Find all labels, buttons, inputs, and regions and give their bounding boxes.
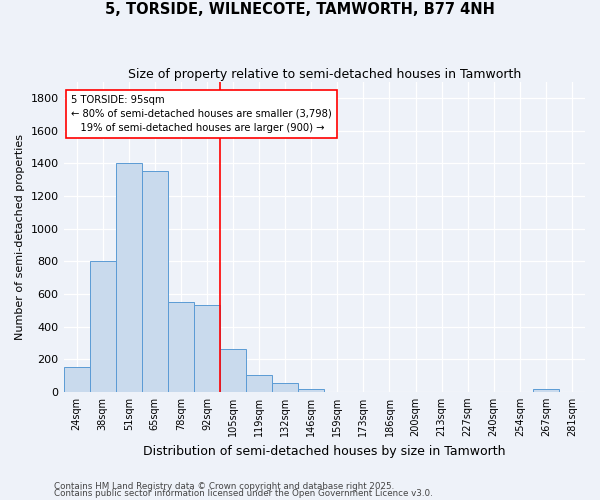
Bar bbox=[142, 172, 168, 392]
Bar bbox=[64, 368, 89, 392]
Bar bbox=[168, 302, 194, 392]
Bar bbox=[116, 164, 142, 392]
Bar bbox=[298, 388, 324, 392]
Y-axis label: Number of semi-detached properties: Number of semi-detached properties bbox=[15, 134, 25, 340]
Text: Contains public sector information licensed under the Open Government Licence v3: Contains public sector information licen… bbox=[54, 490, 433, 498]
Bar bbox=[246, 374, 272, 392]
Text: 5 TORSIDE: 95sqm
← 80% of semi-detached houses are smaller (3,798)
   19% of sem: 5 TORSIDE: 95sqm ← 80% of semi-detached … bbox=[71, 94, 332, 132]
Bar bbox=[220, 350, 246, 392]
X-axis label: Distribution of semi-detached houses by size in Tamworth: Distribution of semi-detached houses by … bbox=[143, 444, 506, 458]
Title: Size of property relative to semi-detached houses in Tamworth: Size of property relative to semi-detach… bbox=[128, 68, 521, 80]
Text: 5, TORSIDE, WILNECOTE, TAMWORTH, B77 4NH: 5, TORSIDE, WILNECOTE, TAMWORTH, B77 4NH bbox=[105, 2, 495, 18]
Bar bbox=[194, 306, 220, 392]
Bar bbox=[533, 388, 559, 392]
Text: Contains HM Land Registry data © Crown copyright and database right 2025.: Contains HM Land Registry data © Crown c… bbox=[54, 482, 394, 491]
Bar bbox=[89, 261, 116, 392]
Bar bbox=[272, 383, 298, 392]
